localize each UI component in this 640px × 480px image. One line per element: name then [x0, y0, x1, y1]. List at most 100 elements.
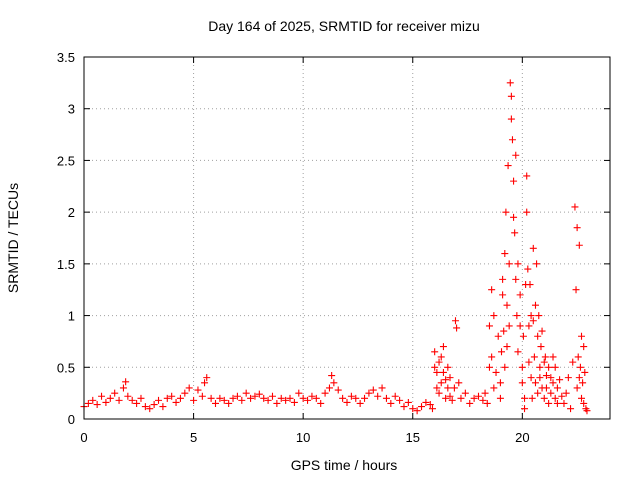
data-point	[580, 343, 588, 351]
data-point	[540, 394, 548, 402]
data-point	[146, 405, 154, 413]
data-point	[490, 384, 498, 392]
data-point	[483, 399, 491, 407]
data-point	[437, 353, 445, 361]
data-point	[98, 392, 106, 400]
data-point	[352, 394, 360, 402]
data-point	[524, 265, 532, 273]
data-point	[185, 384, 193, 392]
y-tick-label: 1.5	[57, 257, 75, 272]
data-point	[512, 275, 520, 283]
data-point	[207, 394, 215, 402]
data-point	[527, 312, 535, 320]
data-point	[534, 332, 542, 340]
data-point	[286, 394, 294, 402]
data-point	[551, 363, 559, 371]
data-point	[268, 392, 276, 400]
data-point	[518, 363, 526, 371]
data-point	[435, 389, 443, 397]
data-point	[514, 348, 522, 356]
data-point	[536, 363, 544, 371]
x-tick-label: 10	[296, 430, 310, 445]
data-point	[422, 398, 430, 406]
data-point	[444, 384, 452, 392]
data-point	[225, 399, 233, 407]
y-tick-label: 0	[68, 412, 75, 427]
data-point	[511, 229, 519, 237]
data-point	[181, 389, 189, 397]
data-point	[106, 394, 114, 402]
data-point	[549, 353, 557, 361]
data-point	[365, 389, 373, 397]
data-point	[499, 275, 507, 283]
data-point	[168, 392, 176, 400]
data-point	[579, 379, 587, 387]
data-point	[571, 203, 579, 211]
data-point	[530, 353, 538, 361]
data-point	[538, 327, 546, 335]
x-axis-label: GPS time / hours	[291, 457, 398, 473]
data-point	[502, 208, 510, 216]
data-point	[481, 389, 489, 397]
data-point	[547, 389, 555, 397]
data-point	[510, 177, 518, 185]
data-point	[308, 392, 316, 400]
data-point	[391, 392, 399, 400]
chart-title: Day 164 of 2025, SRMTID for receiver miz…	[208, 18, 480, 34]
data-point	[506, 79, 514, 87]
data-point	[212, 399, 219, 407]
data-point	[409, 405, 417, 413]
data-point	[446, 392, 454, 400]
data-point	[510, 213, 518, 221]
data-point	[382, 394, 390, 402]
data-point	[190, 396, 198, 404]
data-point	[521, 394, 529, 402]
data-point	[526, 281, 534, 289]
y-tick-label: 3.5	[57, 50, 75, 65]
data-point	[451, 317, 459, 325]
data-point	[501, 250, 509, 258]
data-point	[503, 301, 511, 309]
data-point	[317, 399, 325, 407]
data-point	[485, 363, 493, 371]
data-point	[457, 394, 465, 402]
data-point	[583, 407, 591, 415]
data-point	[418, 403, 426, 411]
data-point	[172, 398, 180, 406]
data-point	[163, 394, 171, 402]
data-point	[490, 312, 498, 320]
data-point	[260, 394, 268, 402]
data-point	[264, 396, 272, 404]
data-point	[442, 376, 450, 384]
data-point	[475, 392, 482, 400]
data-point	[533, 260, 541, 268]
data-point	[304, 396, 312, 404]
data-point	[247, 394, 255, 402]
y-tick-label: 1	[68, 309, 75, 324]
data-point	[404, 398, 412, 406]
data-point	[119, 384, 127, 392]
data-point	[504, 162, 512, 170]
data-point	[325, 384, 333, 392]
data-point	[528, 394, 536, 402]
x-tick-label: 15	[406, 430, 420, 445]
data-point	[578, 394, 586, 402]
data-point	[339, 394, 347, 402]
data-point	[541, 353, 549, 361]
data-point	[198, 392, 206, 400]
data-point	[573, 224, 581, 232]
x-tick-label: 20	[515, 430, 529, 445]
data-point	[400, 403, 408, 411]
data-point	[496, 379, 504, 387]
data-point	[518, 379, 526, 387]
data-point	[523, 208, 531, 216]
data-point	[251, 392, 259, 400]
data-point	[534, 389, 542, 397]
tick-layer: 0 0.5 1 1.5 2 2.5 3 3.5 0 5 10 15 20	[57, 50, 610, 445]
data-point	[578, 332, 586, 340]
data-point	[531, 301, 539, 309]
data-point	[529, 317, 537, 325]
data-point	[387, 399, 395, 407]
data-point	[551, 394, 559, 402]
